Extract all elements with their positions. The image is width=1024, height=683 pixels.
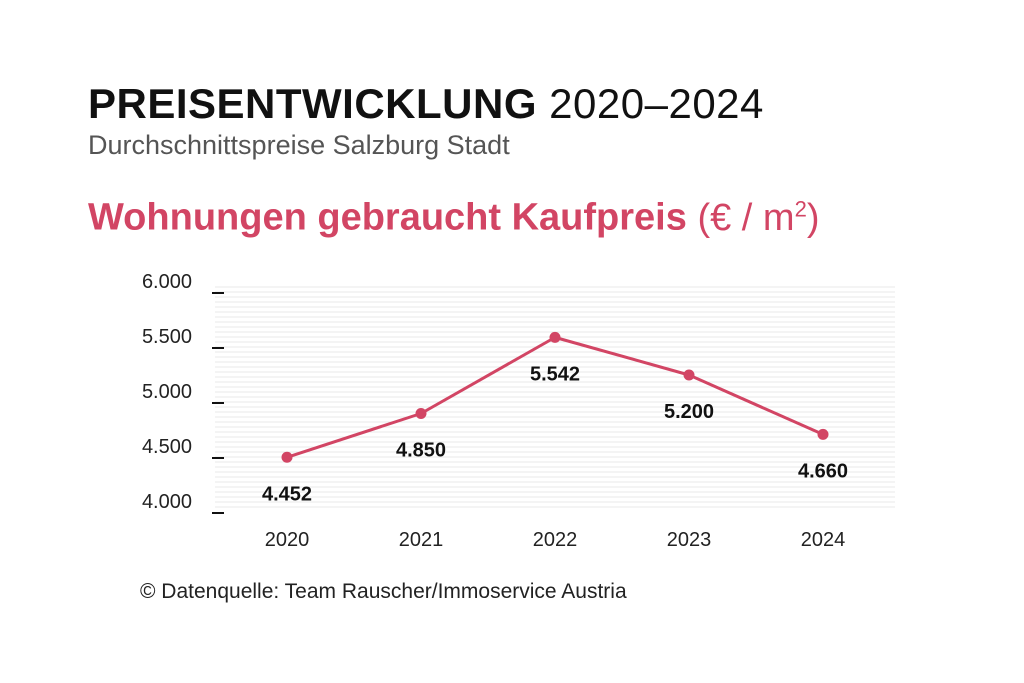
chart-title: PREISENTWICKLUNG 2020–2024	[88, 80, 764, 128]
data-label: 5.200	[664, 401, 714, 423]
unit-prefix: (€ / m	[697, 196, 795, 239]
data-label: 5.542	[530, 363, 580, 385]
x-tick-label: 2022	[533, 529, 578, 551]
chart-heading-label: Wohnungen gebraucht Kaufpreis	[88, 196, 687, 239]
data-point	[549, 331, 561, 343]
data-label: 4.850	[396, 440, 446, 462]
data-label: 4.452	[262, 483, 312, 505]
title-main: PREISENTWICKLUNG	[88, 80, 537, 127]
unit-superscript: 2	[794, 196, 807, 221]
chart-heading-unit: (€ / m2)	[697, 196, 820, 239]
x-tick-label: 2023	[667, 529, 712, 551]
x-tick-label: 2020	[265, 529, 310, 551]
data-point	[281, 451, 293, 463]
x-tick-label: 2021	[399, 529, 444, 551]
chart-subtitle: Durchschnittspreise Salzburg Stadt	[88, 130, 510, 160]
data-point	[415, 408, 427, 419]
x-tick-label: 2024	[801, 529, 846, 551]
data-label: 4.660	[798, 460, 848, 482]
data-point	[817, 428, 829, 440]
title-year-range: 2020–2024	[549, 80, 764, 127]
y-tick-label: 4.000	[142, 491, 192, 513]
y-tick-label: 5.000	[142, 381, 192, 403]
y-tick-label: 5.500	[142, 326, 192, 348]
data-point	[683, 369, 695, 381]
unit-suffix: )	[806, 196, 820, 239]
y-tick-label: 6.000	[142, 271, 192, 293]
y-tick-label: 4.500	[142, 436, 192, 458]
chart-heading: Wohnungen gebraucht Kaufpreis (€ / m2)	[88, 196, 819, 240]
data-source-note: © Datenquelle: Team Rauscher/Immoservice…	[140, 580, 627, 603]
